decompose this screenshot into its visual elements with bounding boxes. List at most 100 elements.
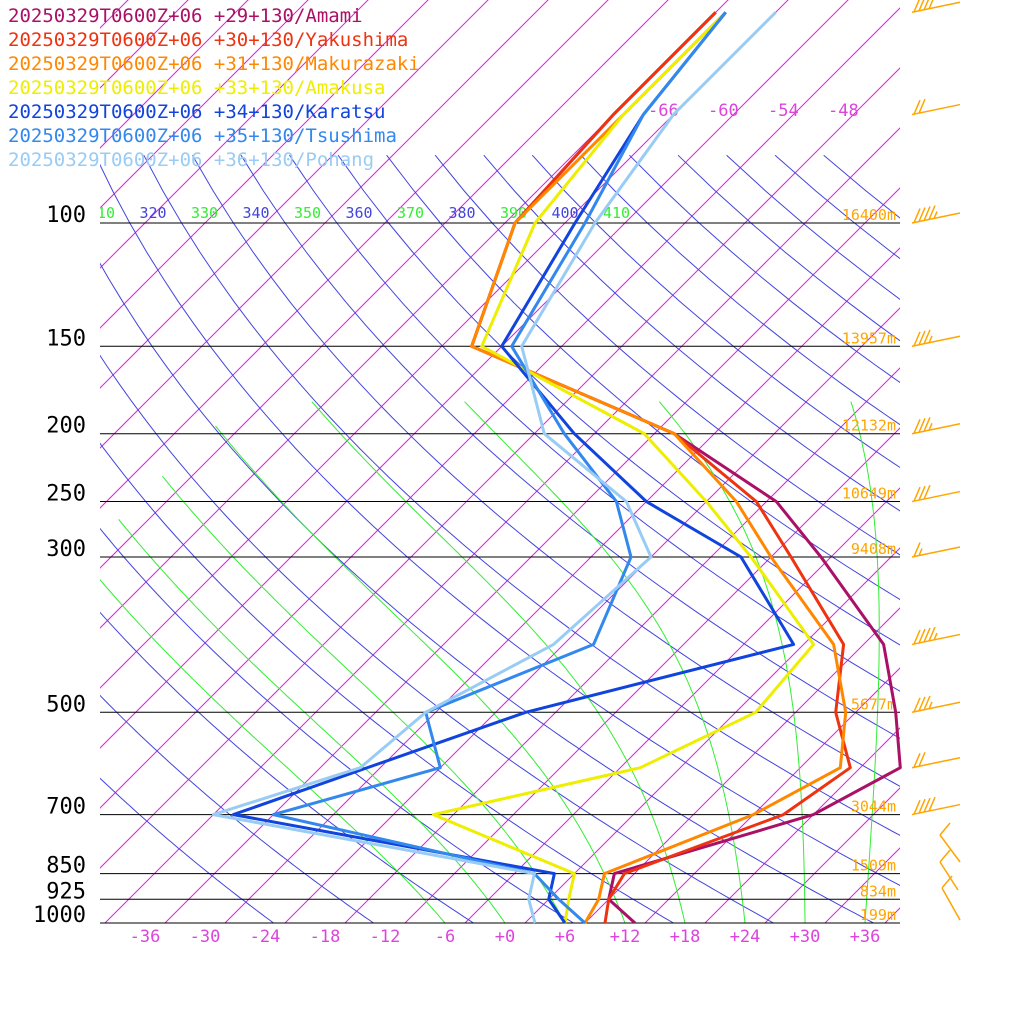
wind-barb-staff [911,1,961,14]
wind-barb [911,484,961,503]
wind-barb-feather [918,330,926,346]
wind-barb-half-feather [928,335,933,344]
dry-adiabat-line [100,527,574,923]
wind-barb-half-feather [928,423,933,431]
dry-adiabat-line [100,694,374,923]
x-tick-label: -6 [435,927,455,947]
pressure-label: 1000 [33,903,86,928]
height-label: 16400m [842,206,896,224]
profile-line [231,11,796,924]
dry-adiabat-line [386,154,900,601]
dry-adiabat-line [580,154,900,426]
dry-adiabat-line [100,163,900,887]
profile-line [470,11,902,925]
legend-entry: 20250329T0600Z+06 +34+130/Karatsu [8,101,386,123]
isotherm-line [404,427,900,923]
wind-barb [911,695,961,714]
theta-label: 360 [346,204,373,222]
wind-barb-feather [913,753,921,768]
wind-barb-feather [913,542,921,557]
dry-adiabat-line [337,154,900,646]
wind-barb-staff [941,887,961,921]
wind-barb-staff [911,803,961,816]
x-tick-label: +30 [790,927,821,947]
height-label: 1509m [851,857,896,875]
moist-adiabat-line [118,518,506,923]
dry-adiabat-line [100,262,874,923]
dry-adiabat-line [100,354,774,923]
height-label: 12132m [842,417,896,435]
isotherm-label: -60 [708,101,739,121]
wind-barb-feather [913,208,921,223]
wind-barb-feather [928,205,936,220]
wind-barb-half-feather [933,632,938,641]
isotherm-line [584,607,900,923]
isotherm-line [764,787,900,923]
pressure-label: 150 [46,326,86,351]
wind-barb-feather [913,419,921,434]
theta-label: 320 [140,204,167,222]
theta-label: 370 [397,204,424,222]
profile-line [211,11,777,924]
moist-adiabat-line [311,401,686,923]
height-label: 9408m [851,540,896,558]
wind-barb-feather [918,0,925,12]
isotherm-label: -54 [768,101,799,121]
x-tick-label: -30 [190,927,221,947]
dry-adiabat-line [100,777,274,923]
theta-label: 330 [191,204,218,222]
wind-barb-staff [911,633,961,646]
wind-barb-feather [941,875,953,889]
x-tick-label: -24 [250,927,281,947]
low-level-wind-barbs [939,822,961,921]
wind-barb-feather [913,486,921,502]
wind-barb-feather [923,0,930,11]
isotherm-label: -48 [828,101,859,121]
dry-adiabat-line [240,154,900,739]
wind-barb-feather [918,798,926,814]
wind-barb-staff [911,546,961,558]
isotherm-line [884,907,900,923]
isotherm-line [100,0,429,329]
wind-barb-staff [939,834,961,863]
wind-barb [911,752,961,769]
theta-label: 310 [88,204,115,222]
isotherm-line [464,487,900,923]
wind-barb-feather [928,796,936,812]
x-tick-label: +0 [495,927,515,947]
legend-entry: 20250329T0600Z+06 +31+130/Makurazaki [8,53,420,75]
wind-barb-feather [928,0,934,10]
isotherm-line [524,547,900,923]
wind-barb-feather [939,849,951,863]
dry-adiabat-line [434,154,900,556]
wind-barb-feather [923,695,931,711]
wind-barb-staff [911,701,961,714]
dry-adiabat-line [143,154,900,836]
wind-barb [911,205,961,224]
moist-adiabat-line [850,401,880,923]
isotherm-line [100,0,729,629]
wind-barb [911,329,961,347]
wind-barb-feather [923,484,931,500]
dry-adiabat-line [774,154,900,260]
dry-adiabat-line [289,154,900,692]
wind-barb-feather [918,418,926,433]
wind-barb-feather [913,99,921,115]
x-tick-label: -12 [370,927,401,947]
wind-barb-staff [911,212,961,224]
dry-adiabat-line [191,154,900,787]
dry-adiabat-line [100,442,674,923]
height-label: 199m [860,906,896,924]
wind-barb [911,626,961,646]
pressure-label: 925 [46,879,86,904]
isotherm-line [100,0,369,269]
height-label: 3044m [851,798,896,816]
wind-barb-feather [918,207,926,222]
theta-label: 410 [603,204,630,222]
wind-barb-staff [911,422,961,435]
isotherm-line [100,0,549,449]
isotherm-line [1005,0,1024,923]
isotherm-line [100,0,489,389]
x-tick-label: +24 [730,927,761,947]
isotherm-line [945,0,1024,923]
